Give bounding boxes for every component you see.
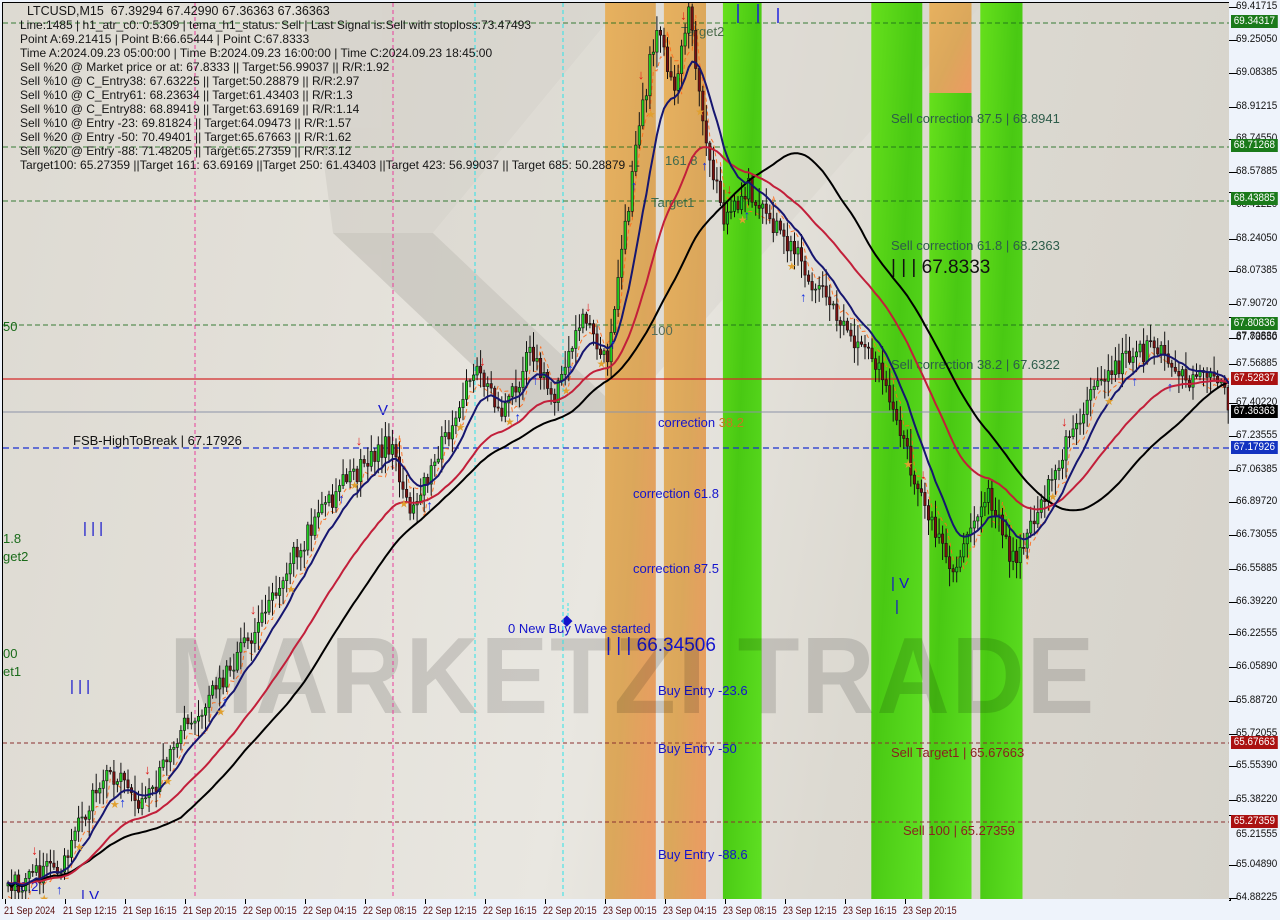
svg-text:| | | 67.8333: | | | 67.8333 (891, 257, 990, 278)
svg-text:1.8: 1.8 (3, 531, 21, 546)
svg-text:↑: ↑ (610, 337, 617, 352)
svg-text:↓: ↓ (144, 762, 151, 777)
svg-text:★: ★ (163, 776, 173, 788)
svg-text:★: ★ (646, 109, 656, 121)
svg-text:Sell correction 61.8 | 68.2363: Sell correction 61.8 | 68.2363 (891, 238, 1060, 253)
svg-text:↓: ↓ (680, 8, 687, 23)
svg-text:↓: ↓ (585, 299, 592, 314)
svg-text:↓: ↓ (726, 182, 733, 197)
svg-text:↓: ↓ (920, 467, 927, 482)
svg-text:correction 61.8: correction 61.8 (633, 486, 719, 501)
svg-text:↑: ↑ (701, 158, 708, 173)
svg-text:Sell correction 87.5 | 68.8941: Sell correction 87.5 | 68.8941 (891, 111, 1060, 126)
svg-text:★: ★ (738, 214, 748, 226)
svg-text:★: ★ (399, 499, 409, 511)
svg-text:FSB-HighToBreak | 67.17926: FSB-HighToBreak | 67.17926 (73, 433, 242, 448)
svg-text:★: ★ (1104, 396, 1114, 408)
svg-text:| | |: | | | (83, 520, 103, 537)
svg-text:★: ★ (597, 359, 607, 371)
svg-text:↓: ↓ (479, 354, 486, 369)
svg-text:★: ★ (456, 422, 466, 434)
svg-text:↓: ↓ (356, 433, 363, 448)
svg-text:Sell 100 | 65.27359: Sell 100 | 65.27359 (903, 823, 1015, 838)
svg-text:50: 50 (3, 319, 17, 334)
svg-text:★: ★ (75, 842, 85, 854)
svg-text:Sell Target1 | 65.67663: Sell Target1 | 65.67663 (891, 745, 1024, 760)
svg-text:V: V (378, 402, 388, 419)
svg-text:et1: et1 (3, 664, 21, 679)
svg-text:↑: ↑ (426, 498, 433, 513)
svg-text:get2: get2 (3, 549, 28, 564)
svg-text:| V: | V (891, 575, 909, 592)
svg-text:★: ★ (286, 584, 296, 596)
svg-text:Buy Entry -88.6: Buy Entry -88.6 (658, 847, 748, 862)
svg-text:★: ★ (1048, 492, 1058, 504)
svg-text:↓: ↓ (250, 602, 257, 617)
svg-text:★: ★ (350, 480, 360, 492)
svg-text:★: ★ (110, 799, 120, 811)
svg-text:↑: ↑ (1132, 374, 1139, 389)
svg-text:↑: ↑ (514, 409, 521, 424)
svg-text:↑: ↑ (631, 178, 638, 193)
svg-text:↑: ↑ (800, 289, 807, 304)
svg-text:00: 00 (3, 646, 17, 661)
svg-text:★: ★ (787, 261, 797, 273)
svg-text:↑: ↑ (567, 361, 574, 376)
svg-text:correction 87.5: correction 87.5 (633, 561, 719, 576)
svg-text:↑: ↑ (338, 491, 345, 506)
svg-text:★: ★ (695, 106, 705, 118)
svg-text:★: ★ (216, 707, 226, 719)
svg-text:↓: ↓ (31, 842, 38, 857)
svg-text:↑: ↑ (532, 373, 539, 388)
svg-text:correction 38.2: correction 38.2 (658, 415, 744, 430)
svg-text:↑: ↑ (56, 882, 63, 897)
svg-text:↓: ↓ (1061, 414, 1068, 429)
svg-text:Sell correction 38.2 | 67.6322: Sell correction 38.2 | 67.6322 (891, 357, 1060, 372)
svg-text:↑: ↑ (1167, 379, 1174, 394)
svg-text:★: ★ (903, 459, 913, 471)
svg-text:|: | (895, 598, 899, 615)
svg-text:★: ★ (505, 417, 515, 429)
svg-text:★: ★ (561, 386, 571, 398)
svg-text:| | |: | | | (70, 678, 90, 695)
svg-text:↑: ↑ (119, 795, 126, 810)
